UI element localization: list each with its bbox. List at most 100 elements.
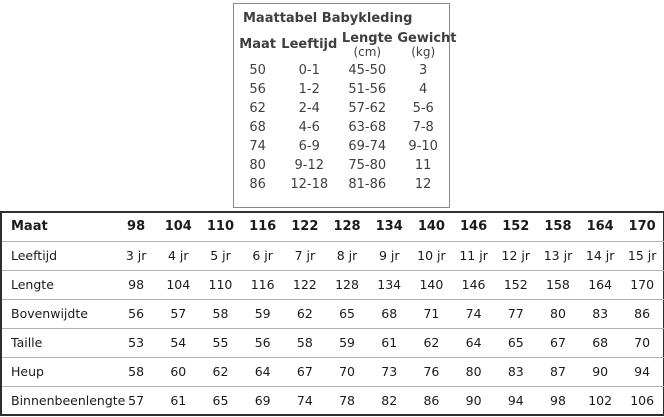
kids-table-cell: 164 (579, 269, 622, 299)
kids-table-cell: 62 (410, 327, 453, 357)
kids-row-label: Lengte (1, 269, 115, 299)
kids-table-cell: 6 jr (241, 240, 284, 270)
baby-table-row: 74 6-9 69-74 9-10 (234, 137, 449, 156)
kids-row-label: Heup (1, 356, 115, 386)
kids-table-cell: 158 (536, 269, 580, 299)
baby-table-cell: 63-68 (348, 120, 387, 135)
kids-table-cell: 15 jr (621, 240, 664, 270)
baby-table-cell: 81-86 (348, 177, 387, 192)
kids-table-cell: 87 (536, 356, 580, 386)
baby-column-header-unit: (kg) (411, 44, 436, 59)
kids-table-cell: 11 jr (452, 240, 495, 270)
kids-header-cell: 164 (586, 219, 614, 235)
kids-table-cell: 65 (494, 327, 537, 357)
kids-header-cell: 122 (291, 219, 319, 235)
kids-size-table: Maat 98 104 110 116 122 128 134 140 146 152 158 164 1… (0, 211, 664, 416)
kids-row-label: Leeftijd (1, 240, 115, 270)
kids-header-cell: 140 (417, 219, 445, 235)
kids-table-cell: 68 (368, 298, 411, 328)
baby-table-row: 80 9-12 75-80 11 (234, 156, 449, 175)
kids-table-cell: 59 (241, 298, 284, 328)
kids-table-cell: 61 (157, 385, 200, 415)
kids-table-cell: 8 jr (325, 240, 369, 270)
baby-table-cell: 9-10 (408, 139, 438, 154)
kids-table-cell: 12 jr (494, 240, 537, 270)
kids-table-cell: 104 (157, 269, 200, 299)
baby-table-title: Maattabel Babykleding (243, 11, 413, 26)
baby-table-cell: 7-8 (412, 120, 434, 135)
kids-table-cell: 76 (410, 356, 453, 386)
kids-table-cell: 106 (621, 385, 664, 415)
kids-table-cell: 62 (199, 356, 242, 386)
baby-column-header: Lengte (cm) (337, 29, 397, 61)
kids-table-row: Binnenbeenlengte 57 61 65 69 74 78 82 86 90 94 98 10… (1, 385, 664, 415)
kids-header-cell: 170 (628, 219, 656, 235)
baby-table-cell: 3 (419, 63, 428, 78)
baby-table-cell: 51-56 (348, 82, 387, 97)
baby-column-header-unit: (cm) (353, 44, 382, 59)
kids-table-cell: 70 (621, 327, 664, 357)
kids-table-cell: 5 jr (199, 240, 242, 270)
baby-table-cell: 50 (249, 63, 266, 78)
kids-table-cell: 58 (283, 327, 326, 357)
baby-table-cell: 4 (419, 82, 428, 97)
kids-table-cell: 86 (410, 385, 453, 415)
baby-header-row: Maat Leeftijd Lengte (cm) Gewicht (kg) (234, 29, 457, 61)
baby-table-cell: 74 (249, 139, 266, 154)
kids-table-cell: 74 (452, 298, 495, 328)
baby-column-header-label: Gewicht (397, 30, 457, 46)
kids-table-cell: 61 (368, 327, 411, 357)
kids-table-cell: 146 (452, 269, 495, 299)
kids-row-label: Taille (1, 327, 115, 357)
kids-table-cell: 80 (452, 356, 495, 386)
kids-table-cell: 77 (494, 298, 537, 328)
kids-table-cell: 57 (157, 298, 200, 328)
baby-column-header-label: Leeftijd (281, 37, 338, 52)
kids-table-cell: 9 jr (368, 240, 411, 270)
kids-table-cell: 70 (325, 356, 369, 386)
kids-header-cell: 146 (460, 219, 488, 235)
baby-column-header: Maat (234, 29, 281, 61)
kids-table-cell: 10 jr (410, 240, 453, 270)
kids-table-cell: 78 (325, 385, 369, 415)
baby-table-cell: 5-6 (412, 101, 434, 116)
baby-table-cell: 75-80 (348, 158, 387, 173)
baby-table-cell: 80 (249, 158, 266, 173)
baby-table-cell: 62 (249, 101, 266, 116)
baby-table-cell: 68 (249, 120, 266, 135)
kids-table-cell: 64 (241, 356, 284, 386)
kids-table-row: Leeftijd 3 jr 4 jr 5 jr 6 jr 7 jr 8 jr 9 jr 10 j… (1, 240, 664, 270)
kids-table-cell: 67 (283, 356, 326, 386)
kids-table-cell: 170 (621, 269, 664, 299)
kids-table-cell: 94 (494, 385, 537, 415)
kids-table-cell: 3 jr (115, 240, 158, 270)
kids-header-cell: 116 (249, 219, 277, 235)
kids-table-cell: 83 (579, 298, 622, 328)
kids-table-cell: 55 (199, 327, 242, 357)
baby-table-cell: 12-18 (290, 177, 329, 192)
baby-table-row: 62 2-4 57-62 5-6 (234, 99, 449, 118)
baby-table-cell: 56 (249, 82, 266, 97)
kids-table-row: Lengte 98 104 110 116 122 128 134 140 146 152 158 16… (1, 269, 664, 299)
kids-table-cell: 56 (241, 327, 284, 357)
baby-table-cell: 6-9 (298, 139, 320, 154)
kids-table-cell: 74 (283, 385, 326, 415)
baby-table-cell: 4-6 (298, 120, 320, 135)
kids-table-cell: 69 (241, 385, 284, 415)
kids-row-label: Bovenwijdte (1, 298, 115, 328)
baby-table-cell: 2-4 (298, 101, 320, 116)
kids-table-cell: 140 (410, 269, 453, 299)
baby-size-table-box: Maattabel Babykleding Maat Leeftijd Lengte… (233, 3, 457, 208)
kids-table-cell: 59 (325, 327, 369, 357)
baby-table-cell: 69-74 (348, 139, 387, 154)
kids-table-cell: 53 (115, 327, 158, 357)
kids-table-cell: 73 (368, 356, 411, 386)
kids-table-cell: 94 (621, 356, 664, 386)
kids-table-cell: 134 (368, 269, 411, 299)
kids-table-cell: 65 (325, 298, 369, 328)
kids-table-cell: 98 (115, 269, 158, 299)
baby-table-row: 50 0-1 45-50 3 (234, 61, 449, 80)
kids-table-row: Bovenwijdte 56 57 58 59 62 65 68 71 74 77 80 83 86 (1, 298, 664, 328)
baby-table-cell: 12 (414, 177, 432, 192)
baby-table-cell: 57-62 (348, 101, 387, 116)
